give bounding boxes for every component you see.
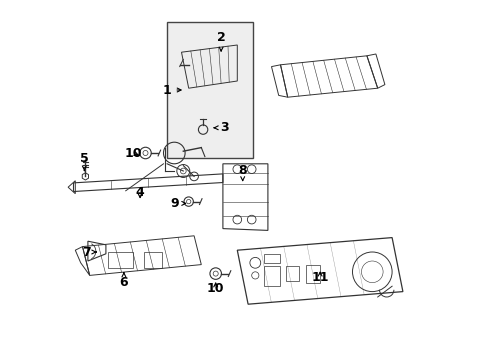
- Bar: [264, 266, 280, 286]
- Bar: [285, 266, 298, 281]
- Text: 9: 9: [170, 197, 185, 210]
- Text: 11: 11: [311, 271, 328, 284]
- Bar: [107, 252, 133, 268]
- Bar: [143, 252, 162, 268]
- Text: 7: 7: [81, 246, 96, 258]
- Bar: [167, 22, 253, 158]
- Text: 5: 5: [80, 152, 88, 171]
- Text: 3: 3: [214, 121, 228, 134]
- Text: 6: 6: [120, 273, 128, 289]
- Text: 4: 4: [136, 186, 144, 199]
- Bar: [305, 265, 320, 283]
- Text: 10: 10: [124, 147, 142, 159]
- Text: 10: 10: [206, 282, 224, 294]
- Text: 2: 2: [216, 31, 225, 51]
- Bar: [264, 254, 280, 263]
- Text: 8: 8: [238, 165, 246, 181]
- Text: 1: 1: [163, 84, 181, 96]
